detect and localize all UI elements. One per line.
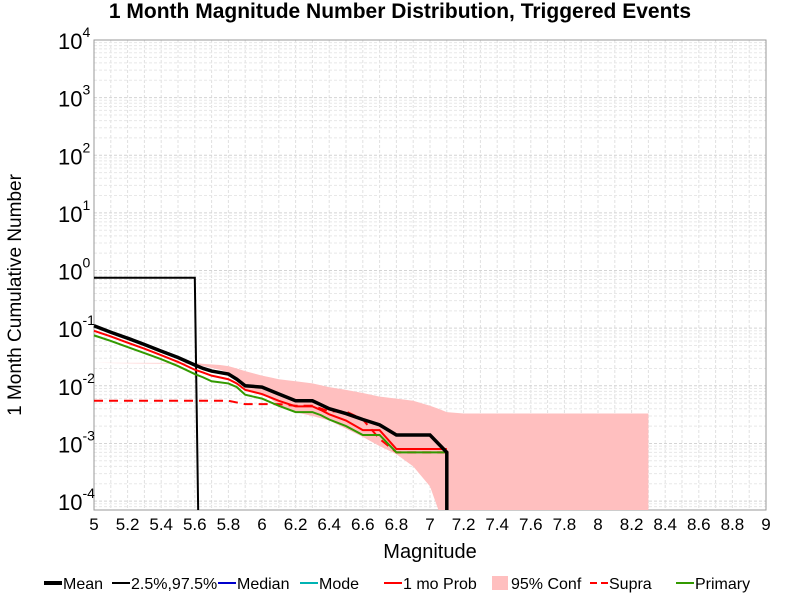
series-layer bbox=[93, 276, 649, 511]
series-95-conf-band bbox=[94, 362, 649, 510]
y-tick-label: 103 bbox=[58, 82, 90, 112]
y-tick-label: 104 bbox=[58, 24, 90, 54]
y-tick-label: 10-3 bbox=[58, 427, 95, 457]
x-tick-label: 7.8 bbox=[553, 515, 577, 534]
x-axis-tick-labels: 5 5.2 5.4 5.6 5.8 6 6.2 6.4 6.6 6.8 7 7.2 7.4 7.6 7.8 8… bbox=[89, 515, 770, 534]
legend-label-2-5-97-5: 2.5%,97.5% bbox=[131, 576, 217, 593]
legend-label-95-conf: 95% Conf bbox=[511, 576, 582, 593]
plot-area bbox=[93, 39, 767, 511]
x-tick-label: 6.6 bbox=[351, 515, 375, 534]
series-primary-line bbox=[93, 334, 447, 454]
chart-title: 1 Month Magnitude Number Distribution, T… bbox=[109, 0, 691, 23]
x-tick-label: 6.4 bbox=[317, 515, 341, 534]
legend-label-median: Median bbox=[237, 576, 289, 593]
legend-swatch-95-conf bbox=[492, 576, 508, 590]
legend-label-mean: Mean bbox=[63, 576, 103, 593]
legend: Mean 2.5%,97.5% Median Mode 1 mo Prob 95% Con… bbox=[44, 576, 750, 593]
y-tick-label: 101 bbox=[58, 197, 90, 227]
series-supra-line bbox=[94, 399, 447, 454]
x-tick-label: 8.8 bbox=[721, 515, 745, 534]
x-tick-label: 5.2 bbox=[116, 515, 140, 534]
series-mean-line bbox=[93, 324, 449, 510]
x-tick-label: 7 bbox=[425, 515, 434, 534]
x-tick-label: 7.4 bbox=[485, 515, 509, 534]
y-tick-label: 10-1 bbox=[58, 312, 95, 342]
series-2-5-97-5-line bbox=[94, 276, 200, 511]
x-axis-label: Magnitude bbox=[383, 541, 476, 563]
x-tick-label: 7.6 bbox=[519, 515, 543, 534]
x-tick-label: 8.6 bbox=[687, 515, 711, 534]
x-tick-label: 5.8 bbox=[217, 515, 241, 534]
x-tick-label: 8.4 bbox=[653, 515, 677, 534]
y-axis-label: 1 Month Cumulative Number bbox=[5, 173, 26, 415]
y-tick-label: 102 bbox=[58, 139, 90, 169]
x-tick-label: 6.8 bbox=[385, 515, 409, 534]
legend-label-supra: Supra bbox=[609, 576, 652, 593]
legend-label-primary: Primary bbox=[695, 576, 750, 593]
legend-label-1-mo-prob: 1 mo Prob bbox=[403, 576, 477, 593]
x-tick-label: 7.2 bbox=[452, 515, 476, 534]
x-tick-label: 5 bbox=[89, 515, 98, 534]
y-axis-tick-labels: 10-4 10-3 10-2 10-1 100 101 102 103 104 bbox=[58, 24, 95, 515]
x-tick-label: 5.6 bbox=[183, 515, 207, 534]
x-tick-label: 8.2 bbox=[620, 515, 644, 534]
x-tick-label: 5.4 bbox=[149, 515, 173, 534]
x-tick-label: 6 bbox=[257, 515, 266, 534]
x-tick-label: 9 bbox=[761, 515, 770, 534]
x-tick-label: 8 bbox=[593, 515, 602, 534]
legend-label-mode: Mode bbox=[319, 576, 359, 593]
y-tick-label: 100 bbox=[58, 255, 90, 285]
y-tick-label: 10-2 bbox=[58, 370, 95, 400]
x-tick-label: 6.2 bbox=[284, 515, 308, 534]
y-tick-label: 10-4 bbox=[58, 485, 95, 515]
series-1-mo-prob-line bbox=[93, 329, 447, 451]
